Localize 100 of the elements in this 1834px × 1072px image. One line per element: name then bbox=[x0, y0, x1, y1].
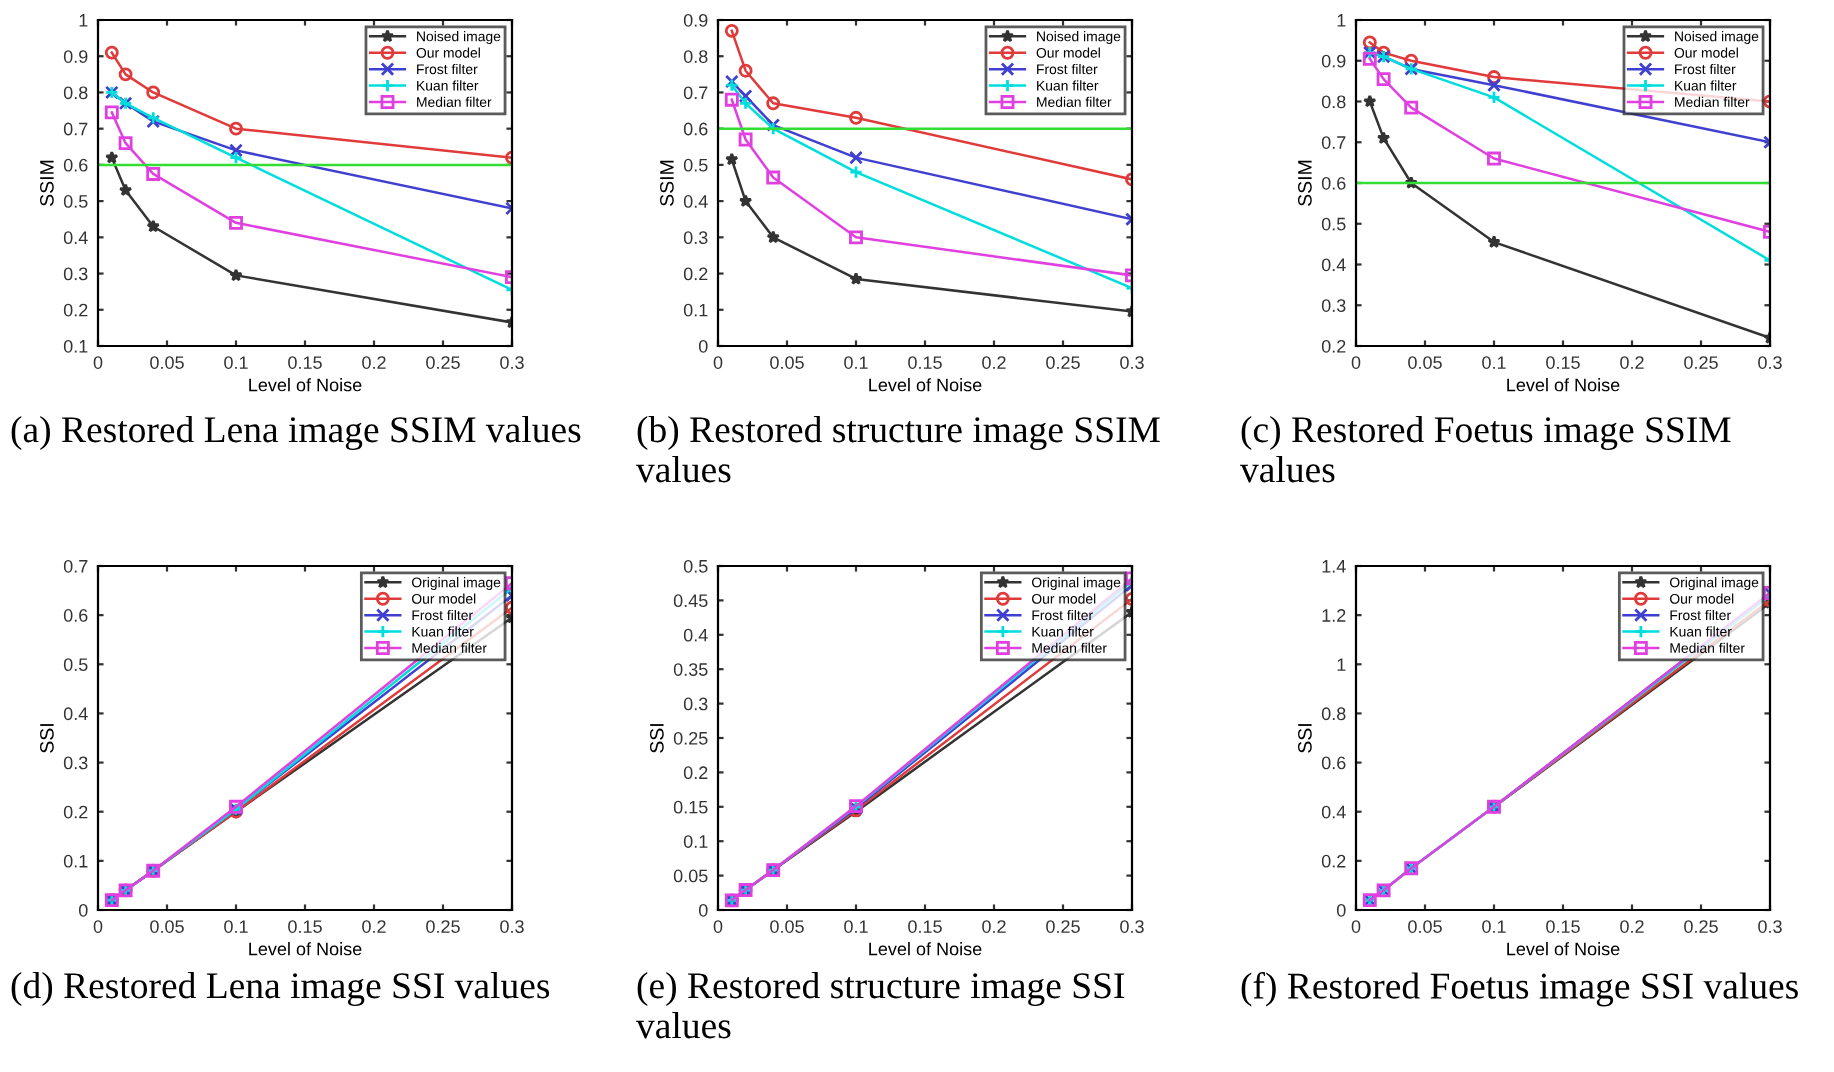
y-axis-title: SSIM bbox=[40, 160, 54, 206]
x-tick-label: 0.15 bbox=[908, 920, 942, 933]
x-tick-label: 0.3 bbox=[500, 356, 524, 369]
x-tick-label: 0.25 bbox=[1684, 356, 1718, 369]
x-tick-label: 0 bbox=[713, 920, 723, 933]
x-tick-label: 0 bbox=[1351, 356, 1361, 369]
x-tick-label: 0.2 bbox=[362, 920, 386, 933]
x-tick-label: 0.25 bbox=[1046, 920, 1080, 933]
x-tick-label: 0.05 bbox=[150, 920, 184, 933]
x-tick-label: 0.3 bbox=[1120, 356, 1144, 369]
x-tick-label: 0.15 bbox=[288, 920, 322, 933]
y-tick-label: 0.4 bbox=[63, 707, 88, 721]
x-tick-label: 0.3 bbox=[500, 920, 524, 933]
y-tick-label: 0.5 bbox=[683, 158, 708, 172]
y-tick-label: 0.2 bbox=[1321, 339, 1346, 353]
y-tick-label: 1 bbox=[1337, 14, 1346, 27]
x-tick-label: 0.3 bbox=[1758, 356, 1782, 369]
y-tick-label: 0.8 bbox=[1321, 707, 1346, 721]
y-tick-label: 0.6 bbox=[683, 122, 708, 136]
y-tick-label: 0.1 bbox=[63, 339, 88, 353]
y-tick-label: 0 bbox=[698, 339, 708, 353]
x-tick-label: 0.2 bbox=[362, 356, 386, 369]
y-tick-label: 0.6 bbox=[63, 609, 88, 622]
x-tick-label: 0 bbox=[713, 356, 723, 369]
y-tick-label: 0.5 bbox=[63, 195, 88, 208]
y-tick-label: 0.4 bbox=[63, 231, 88, 245]
x-tick-label: 0 bbox=[93, 356, 103, 369]
y-tick-label: 0.3 bbox=[1321, 299, 1346, 312]
y-axis-title: SSI bbox=[1298, 724, 1312, 753]
y-axis-title: SSIM bbox=[1298, 160, 1312, 206]
x-tick-label: 0 bbox=[1351, 920, 1361, 933]
x-tick-label: 0.1 bbox=[224, 356, 248, 369]
text: (c) Restored Foetus image SSIM values bbox=[1240, 416, 1731, 483]
x-tick-label: 0.3 bbox=[1758, 920, 1782, 933]
x-tick-label: 0.1 bbox=[1482, 920, 1506, 933]
x-axis-title: Level of Noise bbox=[869, 378, 982, 392]
x-tick-label: 0.15 bbox=[908, 356, 942, 369]
x-tick-label: 0.25 bbox=[1684, 920, 1718, 933]
y-tick-label: 1 bbox=[79, 14, 88, 27]
y-tick-label: 0.8 bbox=[1321, 95, 1346, 109]
y-tick-label: 0.6 bbox=[63, 158, 88, 172]
y-tick-label: 0.7 bbox=[683, 86, 708, 100]
y-tick-label: 0.7 bbox=[63, 559, 88, 573]
y-tick-label: 0.7 bbox=[63, 122, 88, 136]
x-tick-label: 0.05 bbox=[1408, 356, 1442, 369]
x-tick-label: 0.15 bbox=[1546, 356, 1580, 369]
y-tick-label: 0.6 bbox=[1321, 756, 1346, 770]
x-axis-title: Level of Noise bbox=[1507, 378, 1620, 392]
y-tick-label: 0.2 bbox=[1321, 854, 1346, 868]
text: (b) Restored structure image SSIM values bbox=[636, 416, 1160, 483]
x-tick-label: 0.05 bbox=[770, 356, 804, 369]
x-tick-label: 0.25 bbox=[426, 356, 460, 369]
y-tick-label: 0.35 bbox=[673, 663, 708, 676]
y-tick-label: 0.1 bbox=[683, 303, 708, 317]
y-tick-label: 0.8 bbox=[63, 86, 88, 100]
x-tick-label: 0.2 bbox=[1620, 356, 1644, 369]
x-tick-label: 0.15 bbox=[1546, 920, 1580, 933]
y-tick-label: 0.3 bbox=[683, 231, 708, 245]
y-tick-label: 0.9 bbox=[63, 50, 88, 63]
y-tick-label: 0.8 bbox=[683, 50, 708, 63]
y-tick-label: 0.1 bbox=[63, 854, 88, 868]
x-tick-label: 0.2 bbox=[982, 356, 1006, 369]
text: (f) Restored Foetus image SSI values bbox=[1241, 972, 1798, 1007]
y-tick-label: 0 bbox=[698, 903, 708, 917]
y-tick-label: 1.2 bbox=[1322, 609, 1346, 622]
y-tick-label: 0.5 bbox=[63, 658, 88, 672]
y-tick-label: 0.3 bbox=[683, 697, 708, 711]
x-tick-label: 0.3 bbox=[1120, 920, 1144, 933]
y-tick-label: 0.4 bbox=[683, 195, 708, 208]
x-axis-title: Level of Noise bbox=[1507, 942, 1620, 956]
y-tick-label: 0.2 bbox=[683, 766, 708, 780]
x-axis-title: Level of Noise bbox=[869, 942, 982, 956]
x-tick-label: 0.2 bbox=[982, 920, 1006, 933]
x-tick-label: 0.1 bbox=[224, 920, 248, 933]
x-tick-label: 0.05 bbox=[770, 920, 804, 933]
x-axis-title: Level of Noise bbox=[249, 378, 362, 392]
text: (e) Restored structure image SSI values bbox=[636, 972, 1125, 1039]
x-tick-label: 0.25 bbox=[1046, 356, 1080, 369]
y-tick-label: 0.1 bbox=[683, 835, 708, 848]
y-axis-title: SSIM bbox=[660, 160, 674, 206]
y-tick-label: 0.4 bbox=[683, 628, 708, 642]
y-tick-label: 0 bbox=[1336, 903, 1346, 917]
text: (a) Restored Lena image SSIM values bbox=[11, 416, 581, 451]
y-tick-label: 0.45 bbox=[673, 594, 708, 608]
y-tick-label: 0.2 bbox=[63, 303, 88, 317]
text: (d) Restored Lena image SSI values bbox=[11, 972, 550, 1007]
y-tick-label: 0.2 bbox=[63, 805, 88, 819]
x-tick-label: 0 bbox=[93, 920, 103, 933]
y-axis-title: SSI bbox=[40, 724, 54, 753]
y-tick-label: 0.5 bbox=[683, 559, 708, 573]
y-tick-label: 0.5 bbox=[1321, 217, 1346, 231]
y-tick-label: 1.4 bbox=[1322, 560, 1346, 573]
x-axis-title: Level of Noise bbox=[249, 942, 362, 956]
y-tick-label: 0.3 bbox=[63, 267, 88, 281]
x-tick-label: 0.2 bbox=[1620, 920, 1644, 933]
y-tick-label: 0.05 bbox=[673, 869, 708, 883]
x-tick-label: 0.15 bbox=[288, 356, 322, 369]
y-axis-title: SSI bbox=[649, 724, 664, 753]
x-tick-label: 0.05 bbox=[1408, 920, 1442, 933]
x-tick-label: 0.25 bbox=[426, 920, 460, 933]
